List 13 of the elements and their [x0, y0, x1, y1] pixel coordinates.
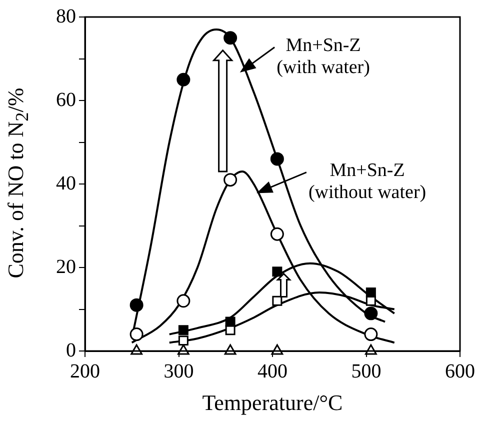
annotation: Mn+Sn-Z (with water) — [276, 35, 370, 80]
x-tick-label: 400 — [258, 360, 288, 382]
x-tick-label: 300 — [164, 360, 194, 382]
x-tick-label: 500 — [351, 360, 382, 382]
y-tick-label: 20 — [56, 256, 76, 278]
x-axis-title: Temperature/°C — [201, 390, 344, 416]
y-tick-label: 60 — [56, 88, 76, 111]
x-tick-label: 600 — [445, 360, 475, 382]
y-tick-label: 40 — [56, 172, 76, 194]
y-tick-label: 0 — [66, 339, 76, 362]
annotation: Mn+Sn-Z (without water) — [308, 160, 426, 204]
y-tick-label: 80 — [56, 5, 76, 28]
x-tick-label: 200 — [70, 360, 100, 382]
